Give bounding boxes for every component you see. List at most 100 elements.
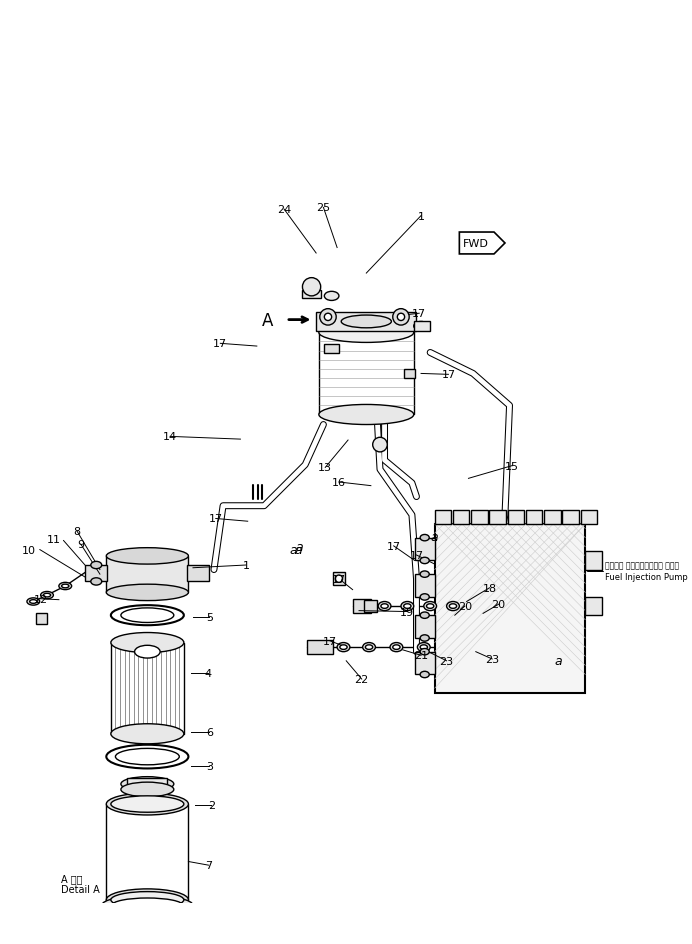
Text: 6: 6 [206,727,213,737]
Text: 13: 13 [318,463,332,473]
Ellipse shape [420,635,429,642]
Text: 16: 16 [332,478,346,487]
PathPatch shape [459,233,505,255]
Ellipse shape [44,594,51,598]
Bar [85,565,107,582]
Ellipse shape [390,643,403,652]
Text: 17: 17 [209,514,223,524]
Text: 7: 7 [205,860,212,870]
Text: a: a [296,541,304,554]
Ellipse shape [91,578,102,585]
Ellipse shape [420,594,429,600]
Circle shape [320,310,336,326]
Ellipse shape [420,645,428,649]
Ellipse shape [30,600,37,603]
Ellipse shape [107,889,188,911]
Text: 17: 17 [213,339,228,349]
Ellipse shape [62,584,69,588]
Bar [188,565,210,582]
Text: 23: 23 [439,656,454,666]
Text: 24: 24 [277,205,291,215]
Ellipse shape [107,584,188,601]
Ellipse shape [449,604,457,609]
Ellipse shape [112,907,183,925]
Ellipse shape [365,645,373,649]
Text: 10: 10 [21,545,35,555]
Ellipse shape [426,604,434,609]
Bar [415,615,435,638]
Text: 19: 19 [400,607,415,616]
Ellipse shape [378,602,391,611]
Ellipse shape [102,903,193,929]
Ellipse shape [111,892,184,908]
Ellipse shape [420,649,429,655]
Bar [471,511,488,525]
Bar [435,525,585,693]
Text: 14: 14 [163,432,177,442]
Ellipse shape [325,292,339,301]
Bar [415,652,435,675]
Ellipse shape [403,604,411,609]
Ellipse shape [134,646,160,658]
Bar [414,322,430,331]
Text: 18: 18 [482,583,497,593]
Text: 15: 15 [505,461,519,471]
Bar [325,345,339,354]
Ellipse shape [446,602,459,611]
Text: Detail A: Detail A [61,884,100,894]
Bar [581,511,597,525]
Bar [333,573,345,585]
Ellipse shape [393,645,400,649]
Text: 17: 17 [332,574,346,584]
Ellipse shape [420,671,429,678]
Bar [526,511,543,525]
Circle shape [325,314,331,321]
Text: 17: 17 [441,370,455,379]
Ellipse shape [417,643,430,652]
Ellipse shape [59,582,72,590]
Ellipse shape [111,796,184,813]
Bar [302,291,320,298]
Bar [403,369,415,379]
Ellipse shape [121,777,174,791]
Ellipse shape [91,562,102,569]
Text: A: A [262,312,273,329]
Text: 20: 20 [491,599,506,610]
Circle shape [336,576,343,582]
Ellipse shape [341,315,392,329]
Text: a: a [289,544,297,556]
Text: 1: 1 [242,561,249,570]
Ellipse shape [401,602,414,611]
Text: 23: 23 [485,654,499,665]
Ellipse shape [420,535,429,541]
Bar [415,575,435,598]
Ellipse shape [337,643,350,652]
Text: 22: 22 [354,674,369,684]
Bar [508,511,524,525]
Bar [453,511,469,525]
Bar [544,511,561,525]
Bar [353,599,371,614]
Text: 20: 20 [458,601,472,612]
Bar [563,511,579,525]
Bar [107,556,188,593]
Ellipse shape [27,598,39,605]
Ellipse shape [420,571,429,578]
Ellipse shape [414,322,428,331]
Ellipse shape [107,745,188,768]
Text: 17: 17 [410,550,424,561]
Ellipse shape [121,608,174,623]
Text: フェエル インジェクション ポンプ: フェエル インジェクション ポンプ [606,561,680,570]
Text: 4: 4 [205,668,212,678]
Text: 17: 17 [387,541,401,551]
Text: 17: 17 [412,309,426,319]
Ellipse shape [319,323,414,343]
Bar [435,511,451,525]
Ellipse shape [420,558,429,565]
Circle shape [302,278,320,296]
Ellipse shape [420,613,429,618]
Ellipse shape [121,783,174,797]
Text: 17: 17 [322,636,337,646]
Text: a: a [295,544,302,556]
Ellipse shape [424,602,437,611]
